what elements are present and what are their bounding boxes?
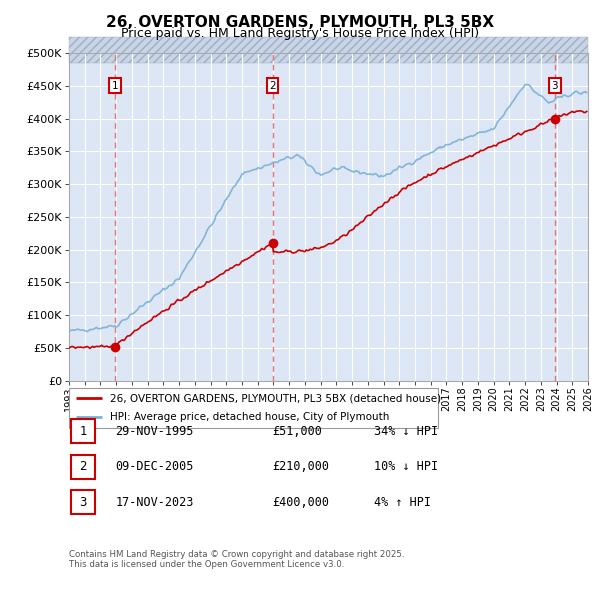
- Bar: [71, 419, 95, 443]
- Text: 1: 1: [112, 81, 118, 91]
- Text: 2: 2: [80, 460, 87, 473]
- Text: 09-DEC-2005: 09-DEC-2005: [115, 460, 194, 473]
- Text: 17-NOV-2023: 17-NOV-2023: [115, 496, 194, 509]
- Bar: [71, 455, 95, 478]
- Text: 29-NOV-1995: 29-NOV-1995: [115, 425, 194, 438]
- Text: 10% ↓ HPI: 10% ↓ HPI: [374, 460, 438, 473]
- Text: 2: 2: [269, 81, 276, 91]
- Text: Price paid vs. HM Land Registry's House Price Index (HPI): Price paid vs. HM Land Registry's House …: [121, 27, 479, 40]
- Text: 26, OVERTON GARDENS, PLYMOUTH, PL3 5BX: 26, OVERTON GARDENS, PLYMOUTH, PL3 5BX: [106, 15, 494, 30]
- Text: £400,000: £400,000: [272, 496, 329, 509]
- Text: £210,000: £210,000: [272, 460, 329, 473]
- Text: 3: 3: [551, 81, 558, 91]
- Text: 4% ↑ HPI: 4% ↑ HPI: [374, 496, 431, 509]
- Text: 34% ↓ HPI: 34% ↓ HPI: [374, 425, 438, 438]
- Text: HPI: Average price, detached house, City of Plymouth: HPI: Average price, detached house, City…: [110, 412, 389, 422]
- Text: Contains HM Land Registry data © Crown copyright and database right 2025.
This d: Contains HM Land Registry data © Crown c…: [69, 550, 404, 569]
- Bar: [69, 37, 588, 63]
- Text: £51,000: £51,000: [272, 425, 322, 438]
- Bar: [71, 490, 95, 514]
- Text: 1: 1: [80, 425, 87, 438]
- Text: 3: 3: [80, 496, 87, 509]
- Text: 26, OVERTON GARDENS, PLYMOUTH, PL3 5BX (detached house): 26, OVERTON GARDENS, PLYMOUTH, PL3 5BX (…: [110, 394, 441, 404]
